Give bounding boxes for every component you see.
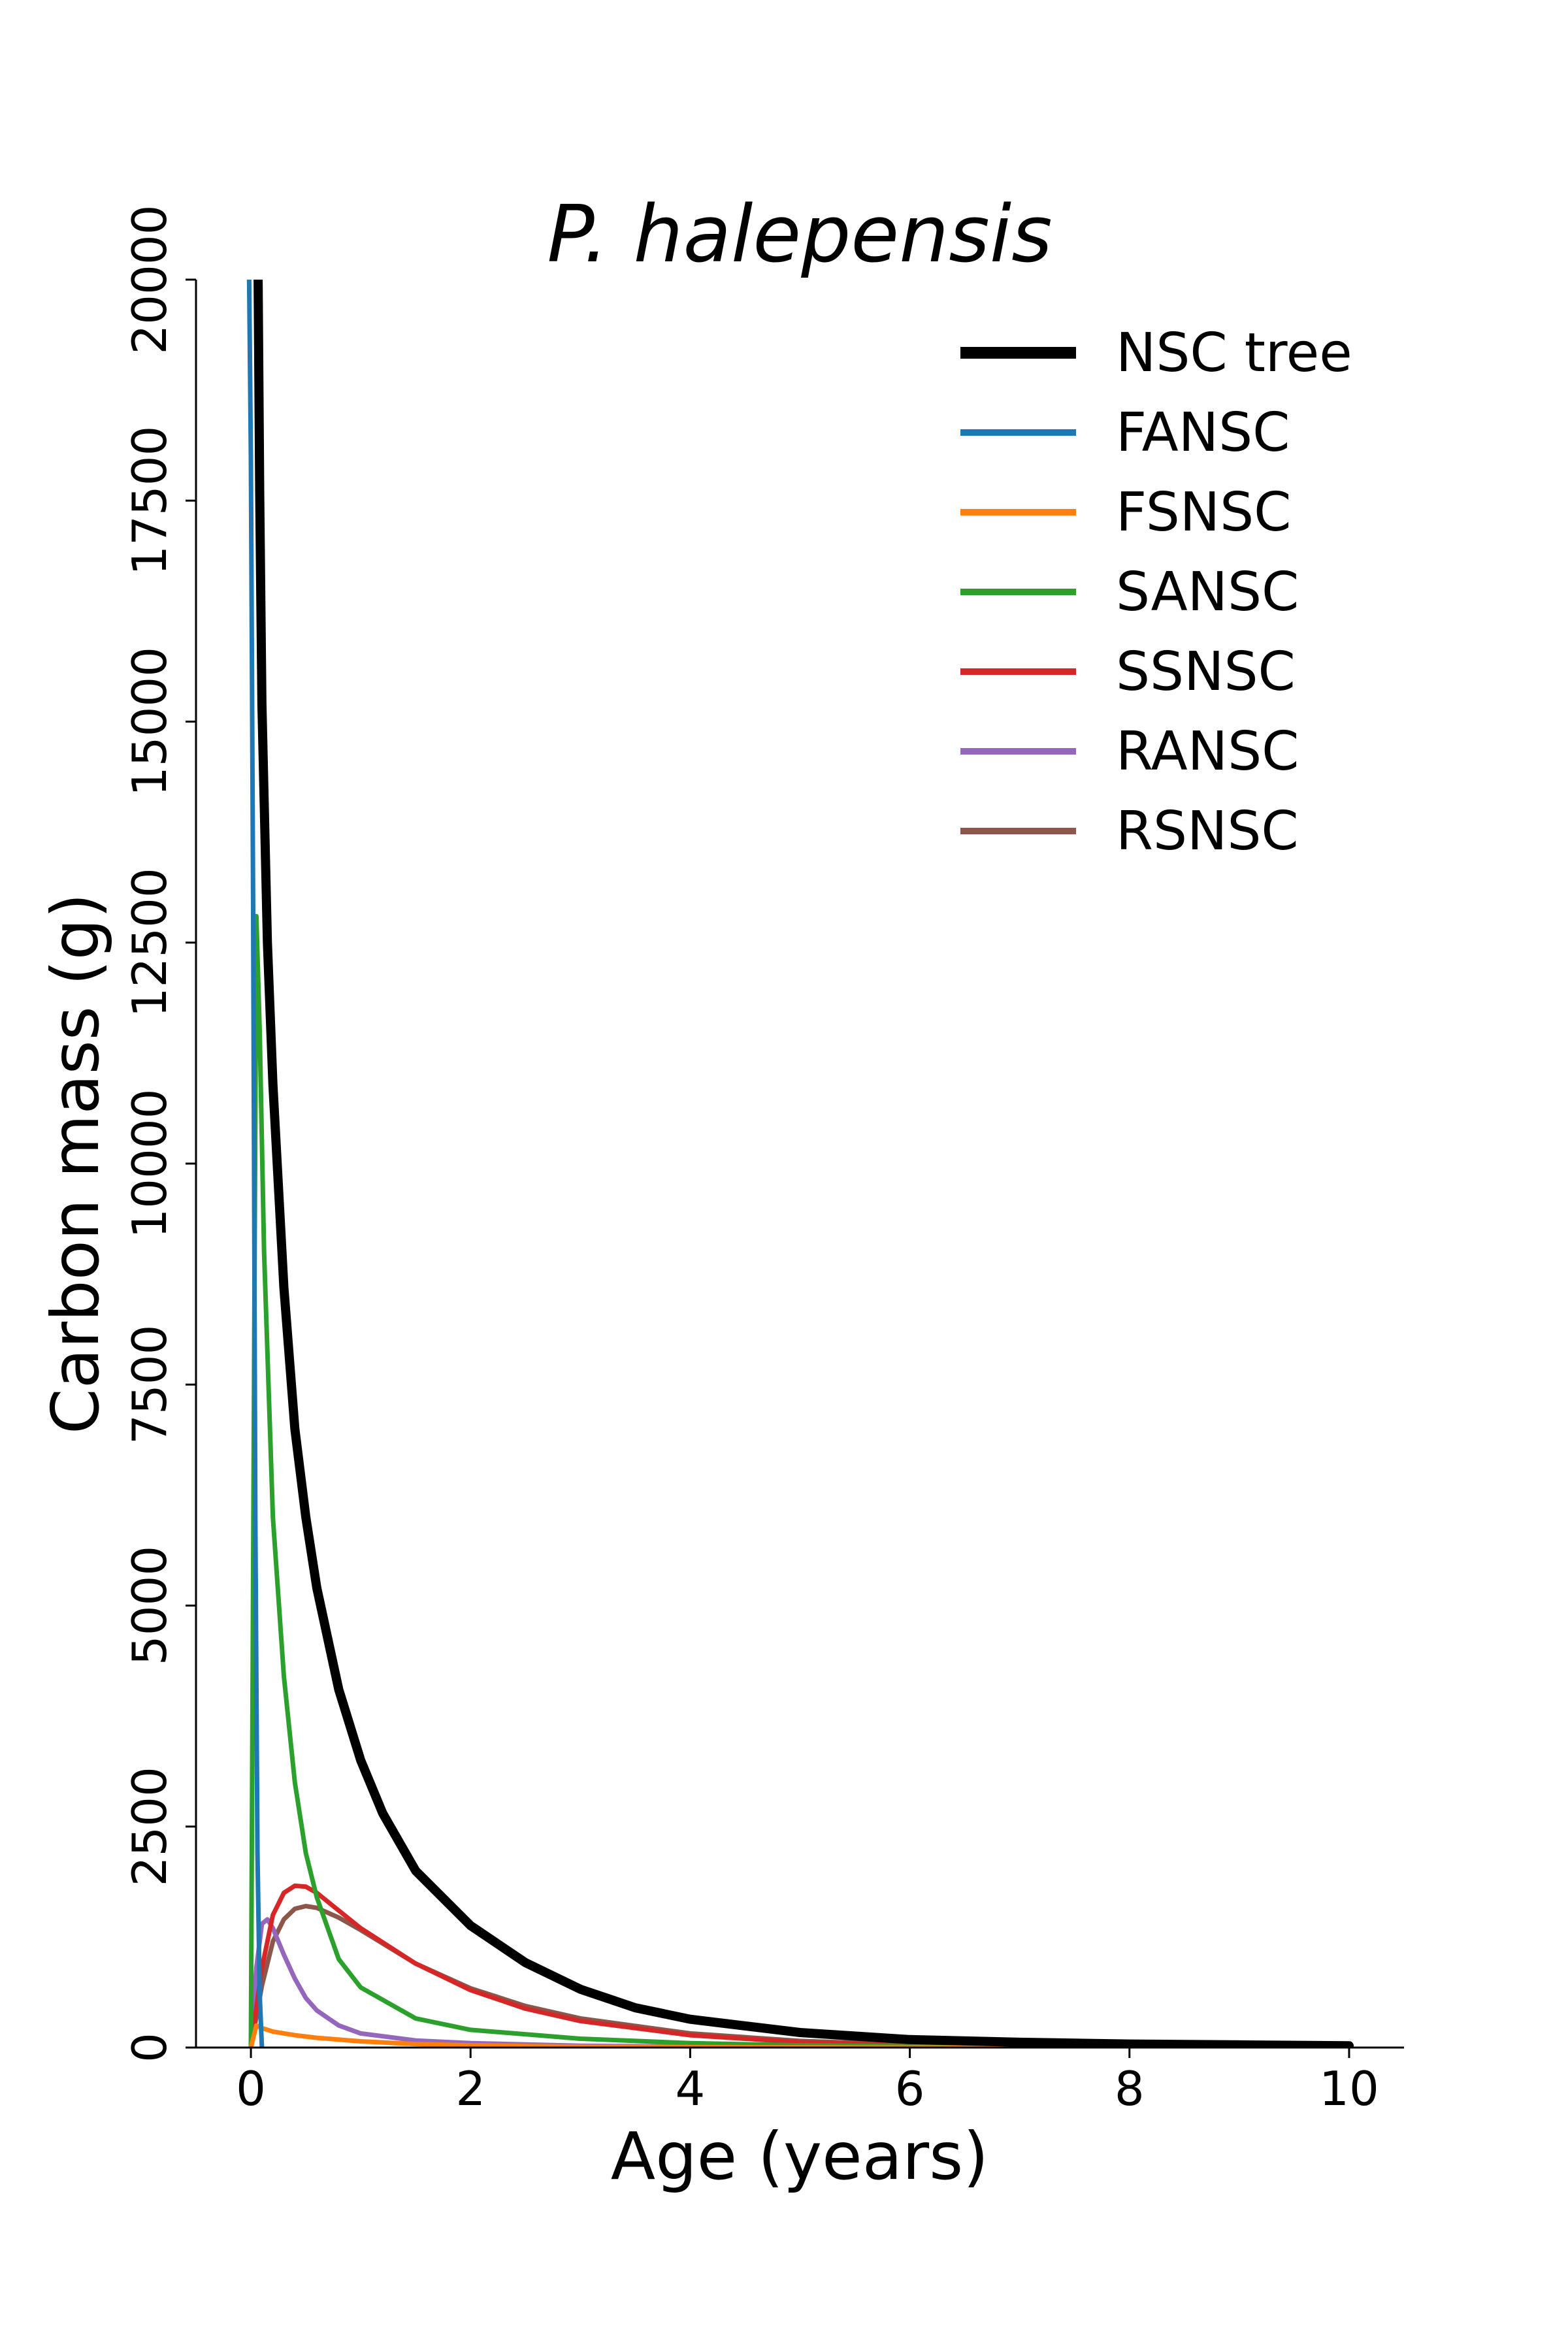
legend-label: RSNSC: [1116, 800, 1299, 862]
y-ticks: 0 2500 5000 7500 10000 12500 15000 17500 20000: [122, 204, 196, 2063]
y-tick-label: 15000: [122, 647, 177, 796]
x-axis-title: Age (years): [611, 2118, 988, 2195]
y-tick-label: 2500: [122, 1767, 177, 1886]
x-ticks: 0 2 4 6 8 10: [236, 2048, 1379, 2116]
series-line-rsnsc: [248, 1904, 1352, 2048]
legend-label: SANSC: [1116, 561, 1299, 623]
legend-label: SSNSC: [1116, 641, 1296, 703]
y-tick-label: 0: [122, 2033, 177, 2063]
legend-item: SSNSC: [960, 641, 1296, 703]
legend-label: FSNSC: [1116, 482, 1291, 544]
legend-item: FSNSC: [960, 482, 1291, 544]
y-tick-label: 7500: [122, 1325, 177, 1445]
series-line-fansc: [246, 280, 265, 2048]
y-tick-label: 20000: [122, 204, 177, 354]
legend-label: NSC tree: [1116, 322, 1352, 384]
y-tick-label: 12500: [122, 868, 177, 1017]
x-tick-label: 8: [1115, 2061, 1145, 2116]
series-line-nsc-tree: [253, 280, 1354, 2048]
legend-label: FANSC: [1116, 402, 1290, 464]
legend: NSC tree FANSC FSNSC SANSC SSNSC RANSC RSNSC: [960, 322, 1352, 862]
legend-item: RSNSC: [960, 800, 1299, 862]
x-tick-label: 0: [236, 2061, 266, 2116]
y-axis-title: Carbon mass (g): [37, 893, 114, 1434]
y-tick-label: 5000: [122, 1546, 177, 1665]
y-tick-label: 10000: [122, 1088, 177, 1238]
legend-item: FANSC: [960, 402, 1290, 464]
plot-lines: [246, 280, 1354, 2048]
x-tick-label: 6: [895, 2061, 925, 2116]
series-line-sansc: [248, 913, 1352, 2048]
y-tick-label: 17500: [122, 426, 177, 576]
x-tick-label: 10: [1319, 2061, 1379, 2116]
chart-title: P. halepensis: [547, 189, 1052, 280]
legend-item: NSC tree: [960, 322, 1352, 384]
x-tick-label: 2: [455, 2061, 485, 2116]
legend-item: RANSC: [960, 721, 1299, 783]
legend-item: SANSC: [960, 561, 1299, 623]
series-line-ssnsc: [248, 1883, 1352, 2048]
x-tick-label: 4: [676, 2061, 706, 2116]
legend-label: RANSC: [1116, 721, 1299, 783]
